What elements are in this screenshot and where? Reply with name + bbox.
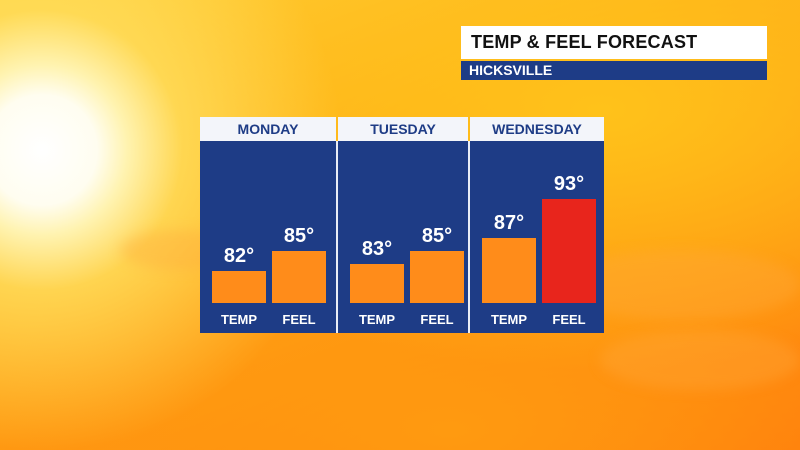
column-divider [336,141,338,333]
bar-feel-wednesday [542,199,596,303]
value-label-temp-tuesday: 83° [361,238,393,260]
series-label-temp: TEMP [358,312,396,327]
series-label-feel: FEEL [420,312,454,327]
location-label: HICKSVILLE [461,61,767,80]
bar-temp-wednesday [482,238,536,303]
bar-temp-tuesday [350,264,404,303]
value-label-feel-wednesday: 93° [553,173,585,195]
series-label-temp: TEMP [490,312,528,327]
series-label-feel: FEEL [282,312,316,327]
column-divider [468,141,470,333]
value-label-temp-wednesday: 87° [493,212,525,234]
forecast-title: TEMP & FEEL FORECAST [461,26,767,59]
bar-feel-tuesday [410,251,464,303]
forecast-chart: MONDAY 82° TEMP 85° FEEL TUESDAY 83° TEMP 85° FEE… [200,117,604,333]
series-label-feel: FEEL [552,312,586,327]
value-label-temp-monday: 82° [223,244,255,267]
bar-feel-monday [272,251,326,303]
value-label-feel-tuesday: 85° [421,225,453,247]
value-label-feel-monday: 85° [283,225,315,247]
bar-temp-monday [212,270,266,303]
series-label-temp: TEMP [220,312,258,327]
day-header-tuesday: TUESDAY [338,117,468,141]
day-header-monday: MONDAY [200,117,336,141]
cloud-wisp [600,330,800,390]
day-header-wednesday: WEDNESDAY [470,117,604,141]
